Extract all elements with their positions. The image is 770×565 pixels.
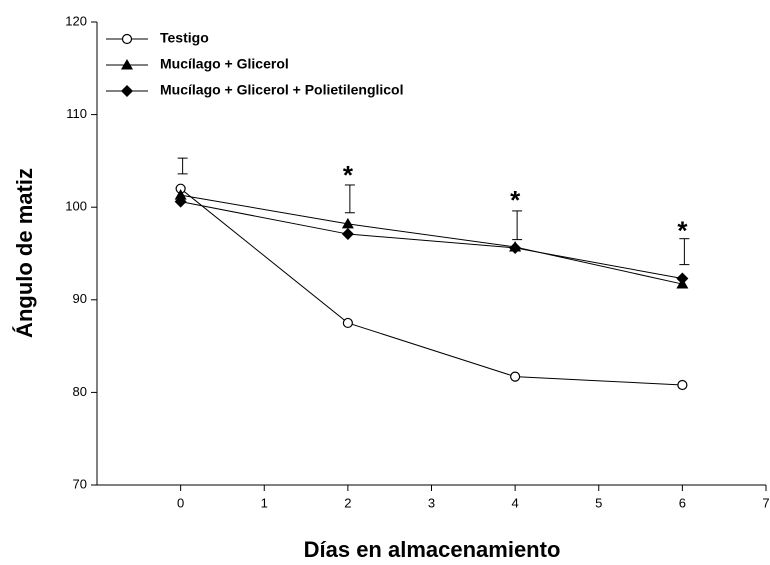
annotation: * <box>510 185 521 215</box>
marker <box>342 317 353 329</box>
x-axis-label: Días en almacenamiento <box>304 537 561 562</box>
marker <box>510 371 521 382</box>
legend-label: Mucílago + Glicerol <box>160 56 289 72</box>
x-tick-label: 1 <box>261 495 268 510</box>
marker <box>174 195 187 208</box>
x-tick-label: 7 <box>762 495 769 510</box>
x-tick-label: 5 <box>595 495 602 510</box>
y-tick-label: 120 <box>65 13 87 28</box>
x-tick-label: 6 <box>679 495 686 510</box>
y-tick-label: 80 <box>73 384 87 399</box>
marker <box>341 228 354 241</box>
marker <box>121 85 133 97</box>
x-tick-label: 2 <box>344 495 351 510</box>
series-line <box>180 194 683 285</box>
annotation: * <box>677 215 688 245</box>
x-tick-label: 0 <box>177 495 184 510</box>
legend-label: Testigo <box>160 30 209 46</box>
marker <box>341 217 354 229</box>
series-line <box>180 188 683 386</box>
y-tick-label: 100 <box>65 199 87 214</box>
marker <box>121 59 133 70</box>
marker <box>676 272 689 285</box>
marker <box>121 33 133 45</box>
marker <box>174 189 187 200</box>
annotation: * <box>343 160 354 190</box>
x-tick-label: 3 <box>428 495 435 510</box>
series-line <box>180 201 683 279</box>
y-tick-label: 110 <box>66 106 87 121</box>
x-tick-label: 4 <box>512 495 519 510</box>
marker <box>509 241 522 254</box>
y-tick-label: 70 <box>73 476 87 491</box>
marker <box>677 379 688 391</box>
legend-label: Mucílago + Glicerol + Polietilenglicol <box>160 82 404 98</box>
y-tick-label: 90 <box>73 291 87 306</box>
y-axis-label: Ángulo de matiz <box>12 168 37 338</box>
